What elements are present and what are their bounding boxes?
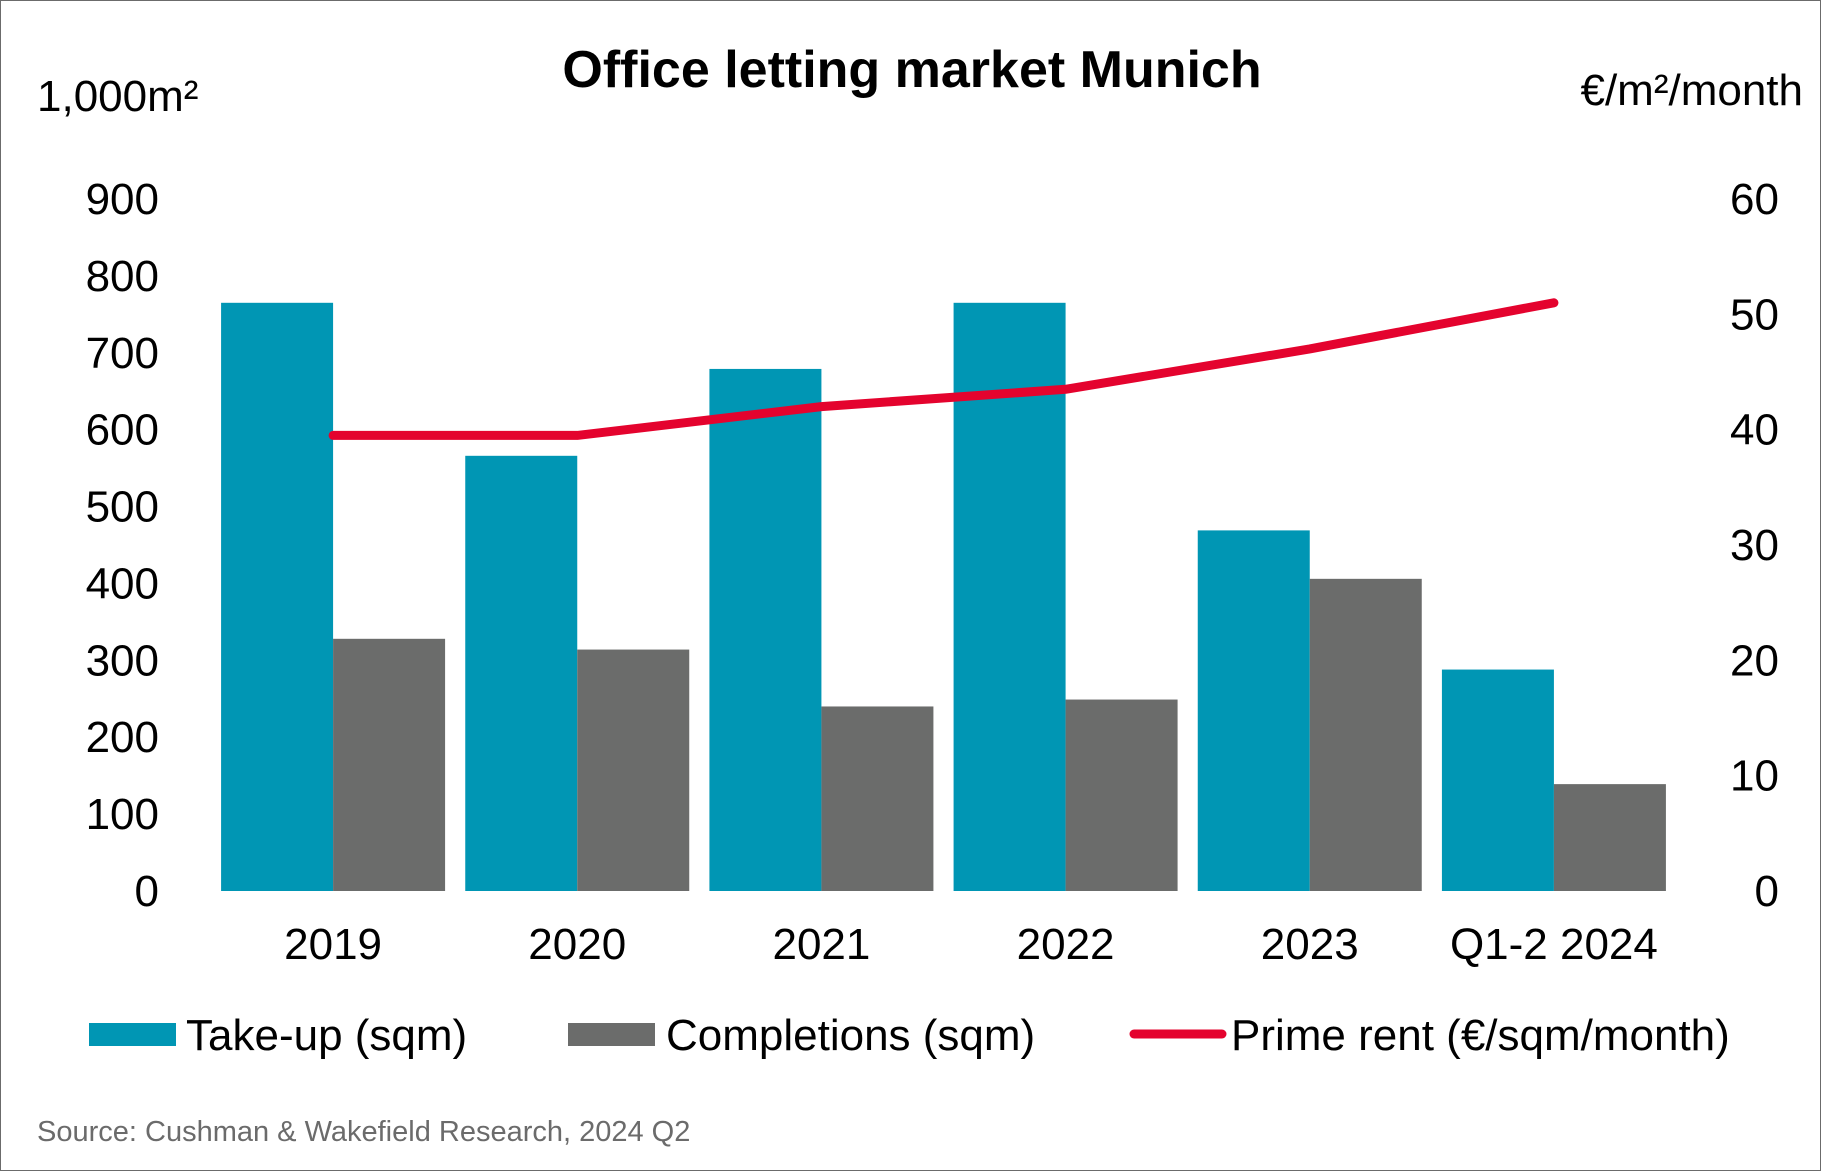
take-up-bar-1: [465, 455, 578, 891]
legend-label-2: Prime rent (€/sqm/month): [1231, 1011, 1730, 1060]
y-axis-right-ticks: 0 10 20 30 40 50 60: [1730, 175, 1779, 916]
take-up-bar-4: [1197, 530, 1310, 891]
prime-rent-point-2: [820, 406, 822, 408]
completions-bar-4: [1309, 578, 1422, 891]
y-right-tick-label: 20: [1730, 636, 1779, 685]
y-left-tick-label: 0: [135, 867, 159, 916]
y-right-tick-label: 0: [1755, 867, 1779, 916]
y-left-tick-label: 200: [86, 713, 159, 762]
y-left-tick-label: 400: [86, 559, 159, 608]
y-right-tick-label: 10: [1730, 752, 1779, 801]
y-left-tick-label: 100: [86, 790, 159, 839]
prime-rent-point-0: [332, 434, 334, 436]
y-left-tick-label: 800: [86, 252, 159, 301]
y-left-tick-label: 700: [86, 329, 159, 378]
completions-bar-5: [1553, 784, 1666, 891]
completions-bar-2: [821, 706, 934, 891]
bar-series-group: [221, 302, 1666, 891]
completions-bar-3: [1065, 699, 1178, 891]
y-left-tick-label: 900: [86, 175, 159, 224]
y-axis-left-unit: 1,000m²: [37, 72, 198, 121]
y-left-tick-label: 300: [86, 636, 159, 685]
take-up-bar-5: [1441, 669, 1554, 891]
legend: Take-up (sqm) Completions (sqm) Prime rent…: [89, 1011, 1730, 1060]
x-category-label: 2021: [772, 920, 870, 969]
x-category-label: 2020: [528, 920, 626, 969]
line-series-group: [328, 298, 1559, 440]
y-right-tick-label: 50: [1730, 290, 1779, 339]
take-up-bar-2: [709, 368, 822, 891]
completions-bar-0: [333, 638, 446, 891]
source-note: Source: Cushman & Wakefield Research, 20…: [37, 1116, 690, 1148]
take-up-bar-3: [953, 302, 1066, 891]
x-axis-category-labels: 2019 2020 2021 2022 2023 Q1-2 2024: [284, 920, 1658, 969]
y-right-tick-label: 60: [1730, 175, 1779, 224]
y-axis-left-ticks: 0 100 200 300 400 500 600 700 800 900: [86, 175, 159, 916]
y-right-tick-label: 30: [1730, 521, 1779, 570]
y-right-tick-label: 40: [1730, 406, 1779, 455]
legend-label-0: Take-up (sqm): [186, 1011, 467, 1060]
legend-swatch-0: [89, 1023, 176, 1046]
completions-bar-1: [577, 649, 690, 891]
take-up-bar-0: [221, 302, 334, 891]
chart-title: Office letting market Munich: [562, 41, 1261, 99]
legend-swatch-1: [568, 1023, 655, 1046]
prime-rent-point-3: [1065, 388, 1067, 390]
y-left-tick-label: 600: [86, 406, 159, 455]
prime-rent-point-1: [576, 434, 578, 436]
prime-rent-point-5: [1553, 302, 1555, 304]
y-left-tick-label: 500: [86, 483, 159, 532]
prime-rent-point-4: [1309, 348, 1311, 350]
x-category-label: 2019: [284, 920, 382, 969]
x-category-label: 2022: [1017, 920, 1115, 969]
x-category-label: 2023: [1261, 920, 1359, 969]
prime-rent-line: [328, 298, 1559, 440]
x-category-label: Q1-2 2024: [1450, 920, 1658, 969]
y-axis-right-unit: €/m²/month: [1580, 66, 1803, 115]
legend-label-1: Completions (sqm): [666, 1011, 1035, 1060]
